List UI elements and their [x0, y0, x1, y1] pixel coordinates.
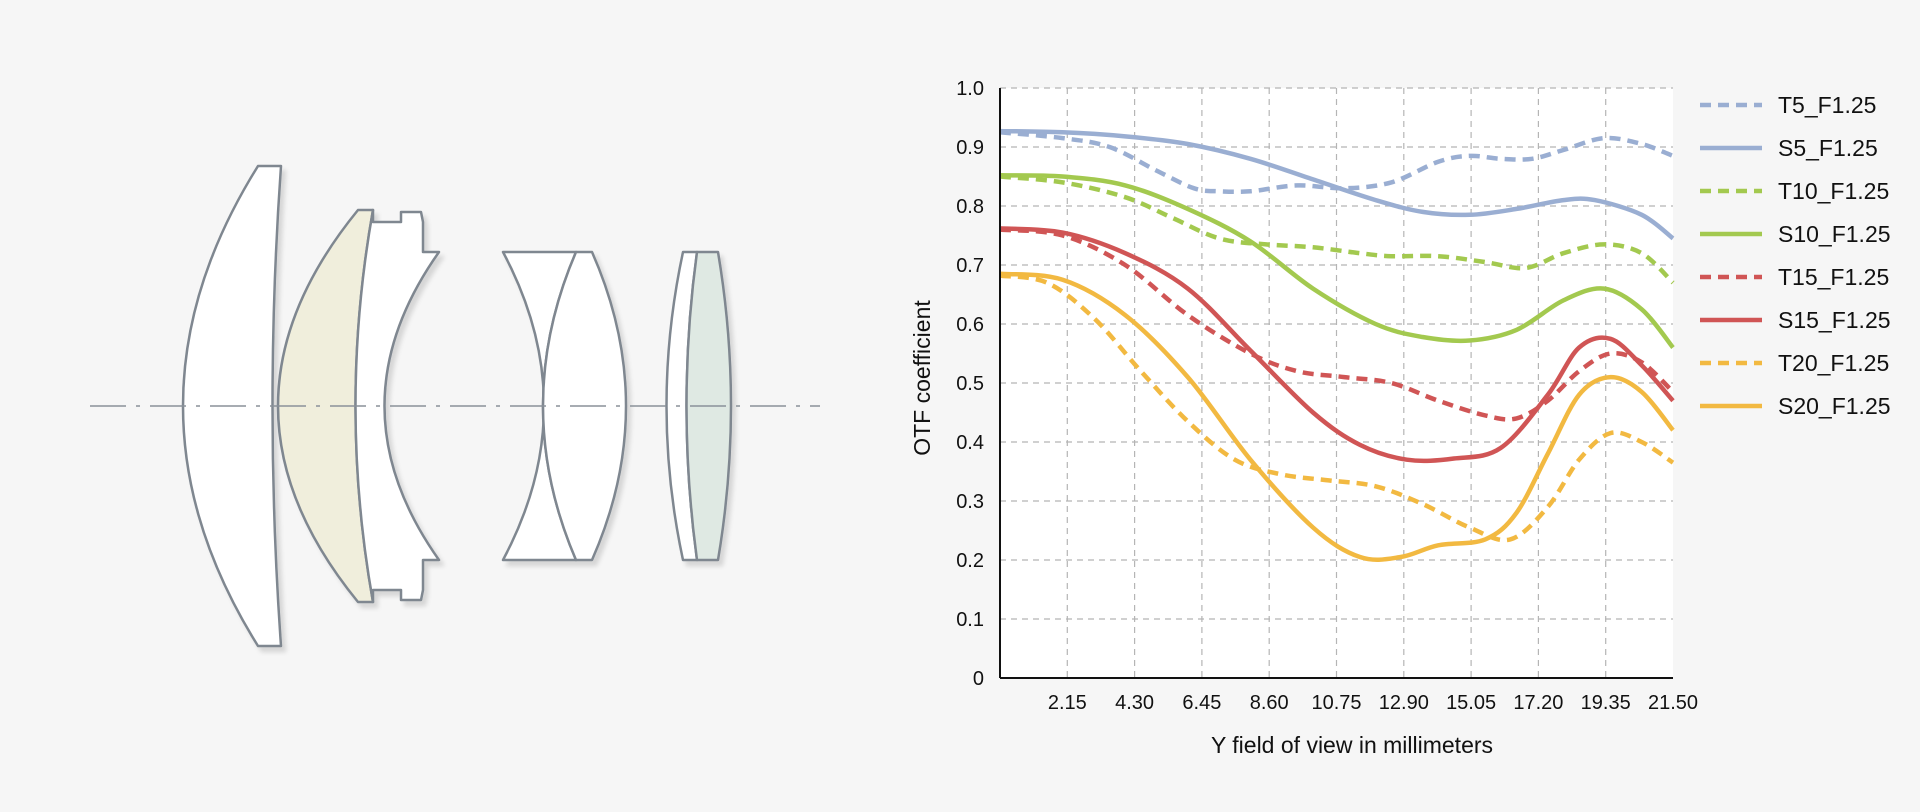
- x-tick-label: 17.20: [1513, 692, 1563, 714]
- legend-label-s5-f1-25: S5_F1.25: [1778, 135, 1878, 161]
- lens-diagram: [90, 164, 820, 648]
- series-line-s15-f1-25: [999, 226, 1675, 464]
- x-axis-title: Y field of view in millimeters: [1211, 732, 1493, 758]
- legend-label-s10-f1-25: S10_F1.25: [1778, 221, 1891, 247]
- legend: T5_F1.25 S5_F1.25 T10_F1.25 S10_F1.25 T15_F1…: [1700, 92, 1891, 419]
- axes: [999, 88, 1673, 679]
- y-tick-label: 0.3: [956, 491, 984, 513]
- x-tick-labels: 2.15 4.30 6.45 8.60 10.75 12.90 15.05 17.20 19.3…: [1048, 692, 1698, 714]
- plot-area: [1000, 88, 1673, 678]
- legend-label-s20-f1-25: S20_F1.25: [1778, 393, 1891, 419]
- x-tick-label: 21.50: [1648, 692, 1698, 714]
- y-tick-label: 0.8: [956, 196, 984, 218]
- y-tick-labels: 0 0.1 0.2 0.3 0.4 0.5 0.6 0.7 0.8 0.9 1.0: [956, 78, 984, 690]
- series-line-s5-f1-25: [999, 128, 1675, 241]
- legend-label-t20-f1-25: T20_F1.25: [1778, 350, 1889, 376]
- legend-label-t10-f1-25: T10_F1.25: [1778, 178, 1889, 204]
- legend-label-t5-f1-25: T5_F1.25: [1778, 92, 1876, 118]
- x-tick-label: 12.90: [1379, 692, 1429, 714]
- series-line-t5-f1-25: [999, 130, 1674, 195]
- lens-element-3: [354, 208, 441, 604]
- y-tick-label: 0.2: [956, 550, 984, 572]
- x-tick-label: 4.30: [1115, 692, 1154, 714]
- x-tick-label: 19.35: [1581, 692, 1631, 714]
- legend-label-s15-f1-25: S15_F1.25: [1778, 307, 1891, 333]
- series-layer: [999, 128, 1675, 562]
- x-tick-label: 6.45: [1182, 692, 1221, 714]
- grid: [1000, 87, 1673, 678]
- series-line-s10-f1-25: [999, 173, 1675, 350]
- y-tick-label: 0.9: [956, 137, 984, 159]
- y-tick-label: 0.7: [956, 255, 984, 277]
- y-axis-title: OTF coefficient: [909, 300, 935, 456]
- series-line-t10-f1-25: [999, 174, 1675, 285]
- y-tick-label: 0.4: [956, 432, 984, 454]
- x-tick-label: 15.05: [1446, 692, 1496, 714]
- y-tick-label: 0.6: [956, 314, 984, 336]
- legend-label-t15-f1-25: T15_F1.25: [1778, 264, 1889, 290]
- y-tick-label: 0: [973, 668, 984, 690]
- y-tick-label: 1.0: [956, 78, 984, 100]
- x-tick-label: 2.15: [1048, 692, 1087, 714]
- x-tick-label: 8.60: [1250, 692, 1289, 714]
- series-line-t20-f1-25: [999, 273, 1675, 543]
- y-tick-label: 0.1: [956, 609, 984, 631]
- y-tick-label: 0.5: [956, 373, 984, 395]
- series-line-t15-f1-25: [999, 227, 1675, 422]
- series-line-s20-f1-25: [999, 271, 1675, 562]
- x-tick-label: 10.75: [1311, 692, 1361, 714]
